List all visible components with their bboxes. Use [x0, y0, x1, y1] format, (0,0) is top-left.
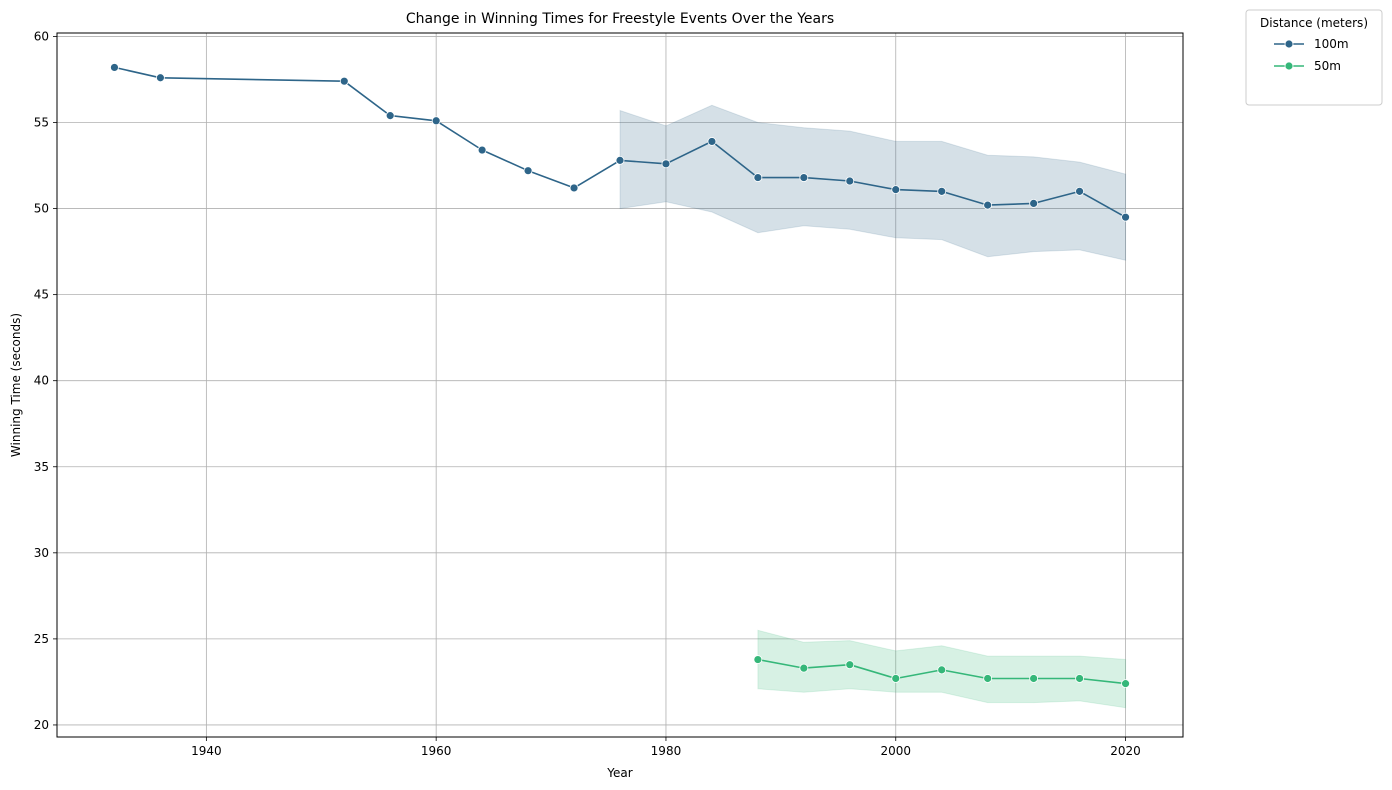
y-tick-label: 30	[34, 546, 49, 560]
data-point-100m	[707, 137, 717, 146]
data-point-100m	[983, 200, 993, 210]
data-point-100m	[937, 186, 947, 196]
y-tick-label: 25	[34, 632, 49, 646]
data-point-100m	[431, 116, 441, 126]
y-axis-title: Winning Time (seconds)	[9, 313, 23, 457]
data-point-100m	[339, 76, 349, 86]
y-tick-label: 60	[34, 29, 49, 43]
y-tick-label: 20	[34, 718, 49, 732]
chart-title: Change in Winning Times for Freestyle Ev…	[406, 11, 834, 27]
data-point-50m	[753, 655, 763, 664]
data-point-50m	[1029, 674, 1039, 683]
data-point-50m	[937, 665, 947, 675]
x-tick-label: 2020	[1110, 744, 1141, 758]
data-point-100m	[569, 183, 579, 193]
data-point-50m	[891, 674, 901, 683]
legend-frame	[1245, 9, 1383, 106]
data-point-100m	[1075, 186, 1084, 196]
legend-label-50m: 50m	[1314, 59, 1341, 73]
series-line-100m	[114, 66, 1126, 218]
legend-swatch-marker-100m	[1284, 39, 1294, 49]
y-tick-label: 50	[34, 202, 49, 216]
y-tick-label: 45	[34, 288, 49, 302]
legend-swatch-marker-50m	[1284, 61, 1294, 71]
data-point-100m	[891, 185, 901, 195]
x-tick-label: 1960	[421, 744, 452, 758]
data-point-50m	[1075, 674, 1084, 683]
data-point-100m	[1121, 212, 1130, 222]
data-point-50m	[799, 663, 809, 673]
confidence-band-100m	[619, 104, 1127, 261]
data-point-100m	[110, 63, 119, 72]
data-point-100m	[753, 173, 763, 182]
legend-title: Distance (meters)	[1260, 16, 1368, 30]
data-point-50m	[1121, 679, 1130, 689]
y-tick-label: 40	[34, 374, 49, 388]
legend: Distance (meters) 100m 50m	[1245, 9, 1383, 106]
data-point-50m	[845, 660, 855, 670]
data-point-100m	[523, 166, 533, 176]
x-tick-label: 1940	[191, 744, 222, 758]
y-tick-label: 35	[34, 460, 49, 474]
data-point-100m	[477, 145, 487, 155]
legend-label-100m: 100m	[1314, 37, 1349, 51]
y-tick-label: 55	[34, 116, 49, 130]
data-point-100m	[156, 73, 165, 83]
data-point-50m	[983, 674, 993, 683]
data-point-100m	[1029, 199, 1039, 208]
x-tick-label: 2000	[880, 744, 911, 758]
confidence-bands	[619, 104, 1127, 709]
series-points	[110, 63, 1130, 689]
legend-items: 100m 50m	[1274, 37, 1349, 73]
y-axis: 20 25 30 35 40 45 50 55 60	[34, 29, 57, 732]
x-axis: 1940 1960 1980 2000 2020	[191, 737, 1141, 758]
data-point-100m	[799, 173, 809, 182]
data-point-100m	[385, 111, 395, 121]
x-axis-title: Year	[606, 766, 632, 780]
data-point-100m	[661, 159, 671, 169]
data-point-100m	[845, 176, 855, 186]
grid	[57, 33, 1183, 737]
data-point-100m	[615, 155, 625, 165]
x-tick-label: 1980	[651, 744, 682, 758]
plot-frame	[56, 32, 1184, 738]
